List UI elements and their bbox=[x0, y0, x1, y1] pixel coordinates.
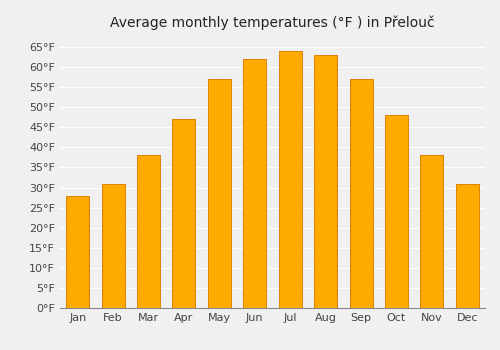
Bar bbox=[172, 119, 196, 308]
Bar bbox=[244, 59, 266, 308]
Bar bbox=[456, 183, 479, 308]
Title: Average monthly temperatures (°F ) in Přelouč: Average monthly temperatures (°F ) in Př… bbox=[110, 15, 435, 30]
Bar bbox=[314, 55, 337, 308]
Bar bbox=[137, 155, 160, 308]
Bar bbox=[385, 115, 408, 308]
Bar bbox=[102, 183, 124, 308]
Bar bbox=[66, 196, 89, 308]
Bar bbox=[208, 79, 231, 308]
Bar bbox=[420, 155, 444, 308]
Bar bbox=[350, 79, 372, 308]
Bar bbox=[278, 51, 301, 308]
